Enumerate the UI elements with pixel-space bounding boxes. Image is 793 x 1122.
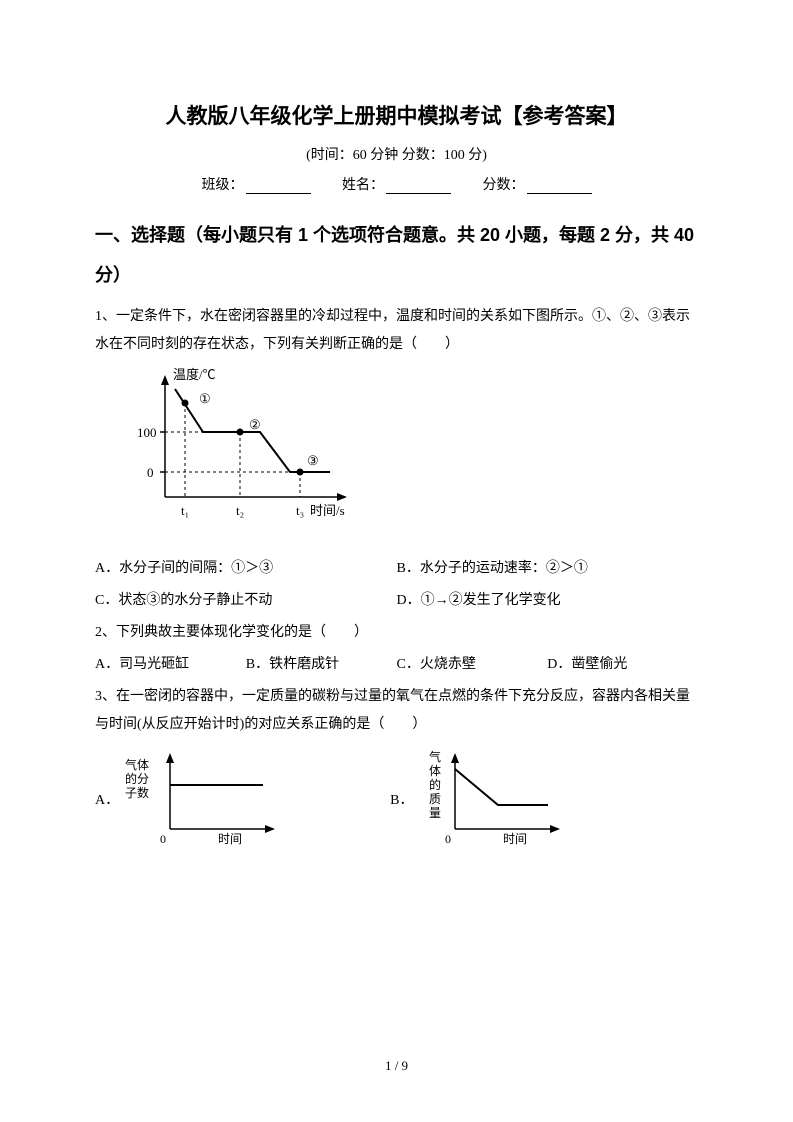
q1-marker-2: ② (249, 417, 261, 432)
q3a-yl3: 子数 (125, 785, 149, 800)
question-3: 3、在一密闭的容器中，一定质量的碳粉与过量的氧气在点燃的条件下充分反应，容器内各… (95, 683, 698, 739)
q3-label-a: A． (95, 789, 119, 809)
q3a-yl2: 的分 (125, 771, 149, 786)
q3-chart-b: 气 体 的 质 量 0 时间 (419, 749, 574, 849)
q1-ytick-0: 0 (147, 465, 154, 480)
q1-ytick-100: 100 (137, 425, 157, 440)
q1-options-row1: A．水分子间的间隔：①＞③ B．水分子的运动速率：②＞① (95, 555, 698, 583)
q2-opt-d: D．凿壁偷光 (547, 651, 698, 679)
q3a-xlabel: 时间 (218, 832, 242, 846)
q3b-origin: 0 (445, 832, 451, 846)
q1-xtick-1: t₁ (181, 503, 189, 518)
q3-charts-row: A． 气体 的分 子数 0 时间 B． (95, 749, 698, 849)
q2-opt-a: A．司马光砸缸 (95, 651, 246, 679)
q1-xtick-3: t₃ (296, 503, 304, 518)
q1-opt-b: B．水分子的运动速率：②＞① (397, 555, 699, 583)
q1-ylabel: 温度/℃ (173, 367, 216, 382)
score-blank[interactable] (527, 180, 592, 194)
name-blank[interactable] (386, 180, 451, 194)
class-label: 班级： (202, 178, 244, 193)
section-1-heading: 一、选择题（每小题只有 1 个选项符合题意。共 20 小题，每题 2 分，共 4… (95, 216, 698, 295)
q1-opt-c: C．状态③的水分子静止不动 (95, 587, 397, 615)
q3b-yl2: 体 (429, 764, 441, 778)
q2-options: A．司马光砸缸 B．铁杵磨成针 C．火烧赤壁 D．凿壁偷光 (95, 651, 698, 679)
q3a-origin: 0 (160, 832, 166, 846)
question-1: 1、一定条件下，水在密闭容器里的冷却过程中，温度和时间的关系如下图所示。①、②、… (95, 303, 698, 359)
q3-label-b: B． (390, 789, 413, 809)
score-label: 分数： (483, 178, 525, 193)
q3b-xlabel: 时间 (503, 832, 527, 846)
q1-opt-d: D．①→②发生了化学变化 (397, 587, 699, 615)
page-number: 1 / 9 (0, 1058, 793, 1074)
q3-item-b: B． 气 体 的 质 量 0 时间 (390, 749, 574, 849)
exam-meta: (时间：60 分钟 分数：100 分) (95, 144, 698, 164)
q3b-yl1: 气 (429, 749, 441, 764)
student-info-line: 班级： 姓名： 分数： (95, 174, 698, 194)
q3a-yl1: 气体 (125, 757, 149, 772)
name-label: 姓名： (342, 178, 384, 193)
q3b-yl4: 质 (429, 792, 441, 806)
class-blank[interactable] (246, 180, 311, 194)
page-title: 人教版八年级化学上册期中模拟考试【参考答案】 (95, 100, 698, 130)
q1-options-row2: C．状态③的水分子静止不动 D．①→②发生了化学变化 (95, 587, 698, 615)
q3-chart-a: 气体 的分 子数 0 时间 (125, 749, 280, 849)
q1-marker-1: ① (199, 391, 211, 406)
q2-opt-c: C．火烧赤壁 (397, 651, 548, 679)
q1-marker-3: ③ (307, 453, 319, 468)
q2-opt-b: B．铁杵磨成针 (246, 651, 397, 679)
q3b-yl5: 量 (429, 806, 441, 820)
q3-item-a: A． 气体 的分 子数 0 时间 (95, 749, 280, 849)
q1-xlabel: 时间/s (310, 503, 345, 518)
q3b-yl3: 的 (429, 777, 441, 792)
question-2: 2、下列典故主要体现化学变化的是（ ） (95, 619, 698, 647)
q1-xtick-2: t₂ (236, 503, 244, 518)
q1-chart: 100 0 温度/℃ 时间/s ① ② ③ t₁ t₂ t₃ (115, 367, 698, 547)
q1-chart-svg: 100 0 温度/℃ 时间/s ① ② ③ t₁ t₂ t₃ (115, 367, 355, 542)
q1-opt-a: A．水分子间的间隔：①＞③ (95, 555, 397, 583)
